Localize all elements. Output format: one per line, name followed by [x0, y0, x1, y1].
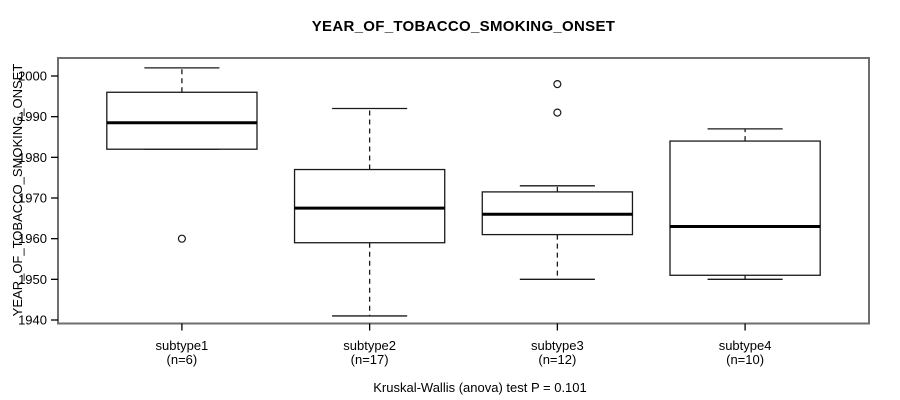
y-tick-label-1970: 1970 [18, 191, 47, 206]
box-subtype4 [669, 140, 821, 276]
x-sublabel-subtype2: (n=17) [351, 352, 389, 367]
x-sublabel-subtype3: (n=12) [538, 352, 576, 367]
x-label-subtype4: subtype4 [719, 338, 772, 353]
y-tick-label-2000: 2000 [18, 69, 47, 84]
chart-title: YEAR_OF_TOBACCO_SMOKING_ONSET [311, 18, 616, 35]
y-tick-label-1950: 1950 [18, 272, 47, 287]
y-tick-label-1960: 1960 [18, 231, 47, 246]
y-tick-label-1980: 1980 [18, 150, 47, 165]
x-label-subtype3: subtype3 [531, 338, 584, 353]
outlier-subtype3-1 [553, 108, 562, 117]
box-subtype1 [106, 91, 258, 150]
stat-test-caption: Kruskal-Wallis (anova) test P = 0.101 [373, 380, 587, 395]
outlier-subtype3-0 [553, 80, 562, 89]
plot-border [57, 57, 870, 325]
x-label-subtype1: subtype1 [156, 338, 209, 353]
x-sublabel-subtype4: (n=10) [726, 352, 764, 367]
outlier-subtype1-0 [177, 234, 187, 243]
y-tick-label-1990: 1990 [18, 109, 47, 124]
x-sublabel-subtype1: (n=6) [167, 352, 198, 367]
x-label-subtype2: subtype2 [343, 338, 396, 353]
y-tick-label-1940: 1940 [18, 313, 47, 328]
box-subtype2 [293, 168, 446, 244]
